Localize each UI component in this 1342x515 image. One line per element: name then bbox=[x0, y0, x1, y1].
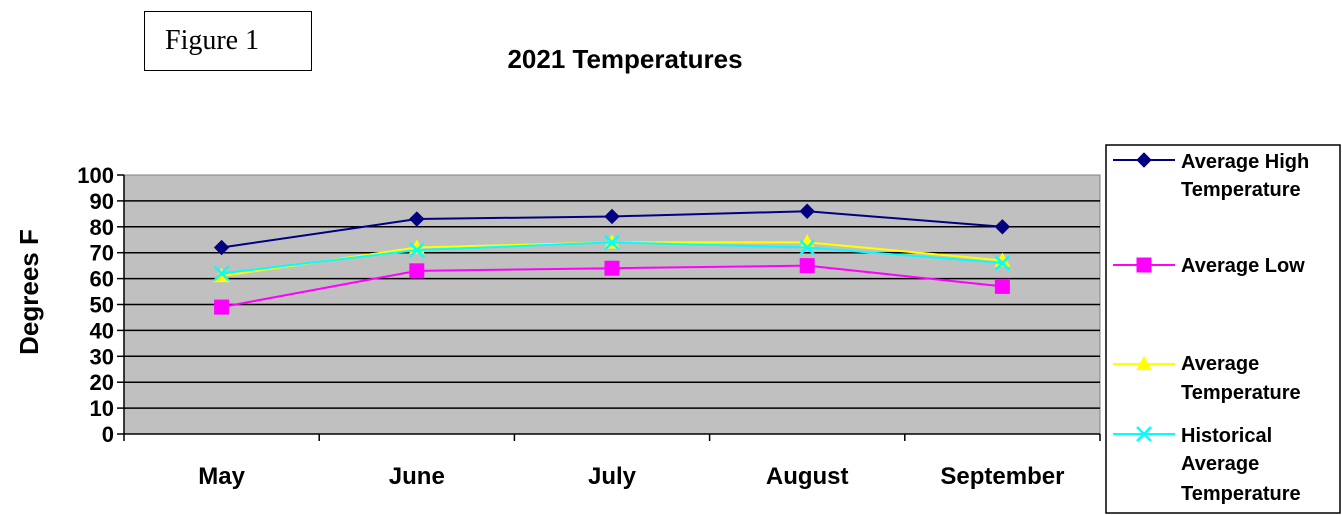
y-tick-label: 20 bbox=[90, 370, 114, 395]
legend-label-4: Historical Average Temperature bbox=[1181, 425, 1301, 505]
data-point-series-2 bbox=[409, 263, 425, 279]
y-tick-label: 70 bbox=[90, 241, 114, 266]
legend-marker-4 bbox=[1136, 426, 1152, 442]
x-tick-label: June bbox=[389, 463, 445, 490]
data-point-series-1 bbox=[409, 211, 425, 227]
legend-entries: Average High Temperature Average Low Avera… bbox=[1113, 151, 1315, 505]
y-tick-label: 40 bbox=[90, 318, 114, 343]
figure-label: Figure 1 bbox=[144, 11, 312, 71]
grid-lines bbox=[124, 200, 1100, 409]
series-lines bbox=[213, 203, 1011, 315]
data-point-series-4 bbox=[799, 239, 816, 256]
legend bbox=[1105, 144, 1341, 514]
data-point-series-4 bbox=[213, 265, 230, 282]
legend-label-2: Average Low bbox=[1181, 255, 1305, 277]
data-point-series-4 bbox=[994, 255, 1011, 271]
x-tick-label: August bbox=[766, 463, 849, 490]
x-tick-label: July bbox=[588, 463, 637, 490]
data-point-series-2 bbox=[604, 260, 620, 276]
data-point-series-4 bbox=[408, 242, 425, 258]
y-tick-label: 0 bbox=[102, 422, 114, 447]
y-tick-label: 10 bbox=[90, 396, 114, 421]
legend-marker-3 bbox=[1136, 355, 1152, 371]
data-point-series-1 bbox=[799, 203, 815, 219]
y-axis-label: Degrees F bbox=[14, 229, 44, 355]
data-point-series-1 bbox=[994, 219, 1011, 235]
y-tick-label: 80 bbox=[90, 215, 114, 240]
x-tick-label: September bbox=[940, 463, 1064, 490]
x-tick-label: May bbox=[198, 463, 245, 490]
y-tick-label: 90 bbox=[90, 189, 114, 214]
data-point-series-2 bbox=[214, 299, 230, 315]
data-point-series-4 bbox=[604, 234, 620, 251]
marker-x-stroke bbox=[213, 265, 230, 282]
marker-x-stroke bbox=[408, 242, 425, 258]
y-tick-label: 30 bbox=[90, 344, 114, 369]
marker-x-stroke bbox=[994, 255, 1011, 271]
data-point-series-2 bbox=[994, 278, 1010, 294]
y-tick-label: 50 bbox=[90, 293, 114, 318]
legend-marker-2 bbox=[1136, 257, 1152, 273]
legend-label-1: Average High Temperature bbox=[1181, 151, 1315, 201]
chart-title: 2021 Temperatures bbox=[507, 44, 742, 74]
marker-x-stroke bbox=[799, 239, 816, 256]
y-tick-label: 60 bbox=[90, 267, 114, 292]
marker-x-stroke bbox=[604, 234, 620, 251]
data-point-series-1 bbox=[213, 239, 230, 256]
legend-marker-1 bbox=[1136, 152, 1152, 168]
data-point-series-2 bbox=[799, 258, 815, 274]
data-point-series-1 bbox=[604, 208, 620, 225]
marker-x-stroke bbox=[1136, 426, 1152, 442]
legend-label-3: Average Temperature bbox=[1181, 353, 1301, 404]
y-tick-label: 100 bbox=[77, 163, 114, 188]
